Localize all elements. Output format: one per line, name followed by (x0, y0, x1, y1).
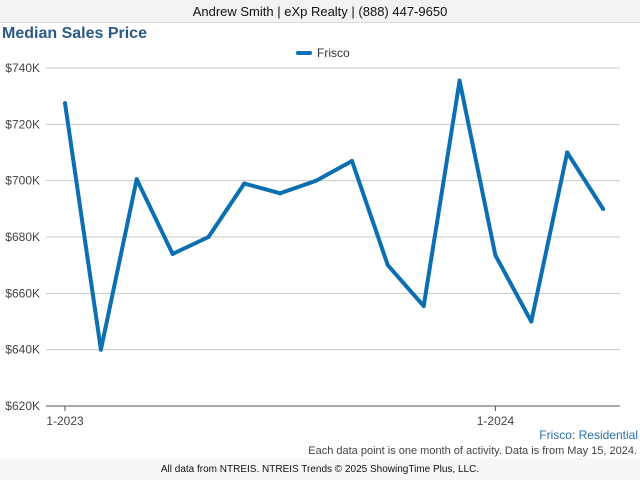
data-point (385, 263, 390, 268)
data-point (601, 206, 606, 211)
agent-header: Andrew Smith | eXp Realty | (888) 447-96… (0, 0, 640, 23)
y-tick-label: $740K (5, 61, 40, 75)
y-tick-label: $700K (5, 174, 40, 188)
legend-label: Frisco (317, 46, 350, 60)
data-point (349, 158, 354, 163)
data-point (529, 319, 534, 324)
y-tick-label: $720K (5, 117, 40, 131)
series-line-frisco (63, 78, 605, 352)
x-tick-label: 1-2024 (477, 414, 515, 428)
data-point (493, 253, 498, 258)
data-point (421, 304, 426, 309)
data-point (314, 178, 319, 183)
y-tick-label: $640K (5, 343, 40, 357)
data-point (63, 101, 67, 106)
data-point (242, 181, 247, 186)
legend-swatch (296, 51, 312, 55)
data-note: Each data point is one month of activity… (308, 445, 637, 457)
y-tick-label: $620K (5, 399, 40, 413)
data-point (565, 150, 570, 155)
data-point (206, 235, 211, 239)
legend: Frisco (296, 46, 350, 60)
chart-title: Median Sales Price (2, 25, 147, 42)
data-point (134, 177, 139, 182)
line-chart: $620K $640K $660K $680K $700K $720K $740K 1-202… (5, 61, 620, 428)
source-text: All data from NTREIS. NTREIS Trends © 20… (160, 463, 480, 475)
footer: All data from NTREIS. NTREIS Trends © 20… (0, 458, 640, 480)
y-tick-label: $680K (5, 230, 40, 244)
x-tick-label: 1-2023 (46, 414, 84, 428)
series-label: Frisco: Residential (539, 428, 638, 442)
data-point (170, 251, 175, 256)
data-point (457, 78, 462, 83)
data-point (98, 347, 103, 352)
agent-info: Andrew Smith | eXp Realty | (888) 447-96… (192, 3, 448, 19)
y-tick-label: $660K (5, 286, 40, 300)
data-point (278, 191, 283, 196)
